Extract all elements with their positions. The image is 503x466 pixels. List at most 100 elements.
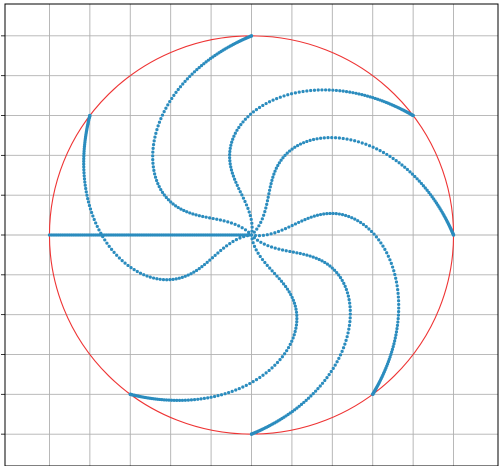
data-point: [244, 383, 248, 387]
data-point: [164, 398, 169, 402]
data-point: [345, 335, 349, 339]
data-point: [170, 96, 174, 101]
data-point: [159, 187, 163, 192]
data-point: [306, 216, 310, 220]
data-point: [164, 195, 168, 200]
data-point: [328, 211, 332, 216]
data-point: [397, 306, 401, 310]
data-point: [247, 230, 251, 234]
data-point: [346, 294, 350, 298]
data-point: [258, 254, 262, 259]
data-point: [243, 117, 247, 121]
data-point: [208, 258, 212, 262]
data-point: [344, 338, 348, 343]
data-point: [279, 279, 284, 283]
data-point: [326, 136, 330, 140]
data-point: [397, 161, 401, 165]
data-point: [285, 151, 289, 155]
data-point: [164, 106, 168, 110]
data-point: [160, 190, 165, 194]
data-point: [347, 327, 351, 331]
data-point: [322, 212, 326, 216]
data-point: [85, 193, 89, 197]
data-point: [153, 135, 157, 139]
data-point: [215, 217, 219, 221]
data-point: [261, 373, 265, 377]
data-point: [334, 212, 338, 216]
data-point: [151, 150, 155, 154]
data-point: [103, 238, 107, 242]
data-point: [251, 380, 255, 384]
data-point: [271, 98, 275, 102]
data-point: [180, 275, 184, 279]
data-point: [192, 398, 197, 402]
data-point: [371, 145, 375, 149]
data-point: [248, 381, 252, 386]
data-point: [305, 89, 309, 93]
data-point: [197, 65, 201, 70]
data-point: [270, 178, 274, 182]
data-point: [345, 137, 349, 141]
data-point: [228, 146, 232, 150]
data-point: [331, 366, 335, 370]
data-point: [354, 91, 358, 95]
data-point: [242, 235, 246, 239]
data-point: [235, 128, 239, 132]
data-point: [274, 166, 278, 170]
data-point: [210, 256, 215, 260]
data-point: [333, 136, 338, 140]
data-point: [82, 171, 86, 175]
data-point: [151, 165, 155, 169]
data-point: [249, 233, 254, 237]
data-point: [123, 261, 127, 265]
data-point: [306, 396, 311, 400]
data-point: [47, 233, 52, 237]
data-point: [238, 190, 242, 194]
data-point: [249, 112, 253, 116]
data-point: [314, 256, 318, 260]
data-point: [250, 221, 254, 225]
data-point: [328, 264, 332, 268]
data-point: [243, 228, 248, 232]
data-point: [234, 238, 238, 242]
data-point: [305, 253, 309, 257]
data-point: [283, 284, 288, 289]
data-point: [276, 229, 281, 234]
data-point: [231, 239, 235, 244]
data-point: [268, 266, 272, 270]
data-point: [283, 227, 288, 231]
data-point: [201, 214, 205, 219]
data-point: [304, 398, 308, 402]
data-point: [229, 168, 234, 172]
data-point: [392, 269, 396, 273]
data-point: [338, 353, 343, 357]
data-point: [208, 216, 212, 220]
data-point: [338, 89, 342, 93]
data-point: [189, 272, 193, 276]
data-point: [275, 274, 279, 278]
data-point: [342, 281, 346, 285]
data-point: [294, 326, 298, 330]
data-point: [299, 402, 304, 407]
data-point: [261, 103, 265, 108]
data-point: [151, 158, 155, 162]
data-point: [348, 320, 352, 324]
data-point: [368, 95, 372, 99]
data-point: [273, 246, 277, 250]
data-point: [237, 125, 241, 130]
data-point: [272, 172, 276, 176]
data-point: [91, 214, 95, 218]
data-point: [302, 252, 306, 256]
data-point: [237, 186, 241, 191]
data-point: [157, 120, 162, 124]
data-point: [344, 213, 348, 218]
data-point: [260, 257, 265, 262]
data-point: [191, 212, 195, 216]
data-point: [156, 124, 160, 128]
data-point: [356, 140, 361, 144]
data-point: [153, 172, 157, 176]
data-point: [343, 342, 347, 346]
data-point: [280, 228, 284, 232]
data-point: [188, 74, 192, 78]
data-point: [202, 62, 206, 66]
